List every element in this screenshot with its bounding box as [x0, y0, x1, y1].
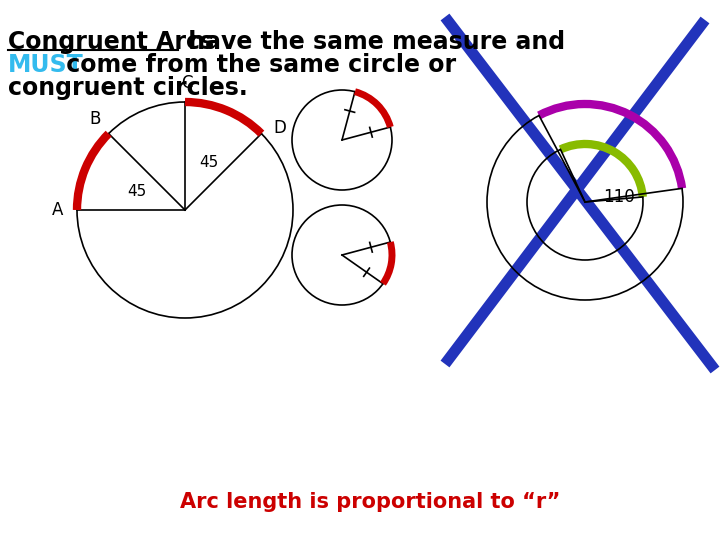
Text: D: D: [274, 119, 287, 137]
Text: C: C: [181, 74, 193, 92]
Text: 110: 110: [603, 188, 635, 206]
Text: 45: 45: [127, 184, 147, 199]
Text: Congruent Arcs: Congruent Arcs: [8, 30, 214, 54]
Text: A: A: [52, 201, 63, 219]
Text: have the same measure and: have the same measure and: [180, 30, 565, 54]
Text: congruent circles.: congruent circles.: [8, 76, 248, 100]
Text: MUST: MUST: [8, 53, 84, 77]
Text: Arc length is proportional to “r”: Arc length is proportional to “r”: [180, 492, 560, 512]
Text: B: B: [89, 110, 101, 127]
Text: come from the same circle or: come from the same circle or: [58, 53, 456, 77]
Text: 45: 45: [199, 154, 218, 170]
